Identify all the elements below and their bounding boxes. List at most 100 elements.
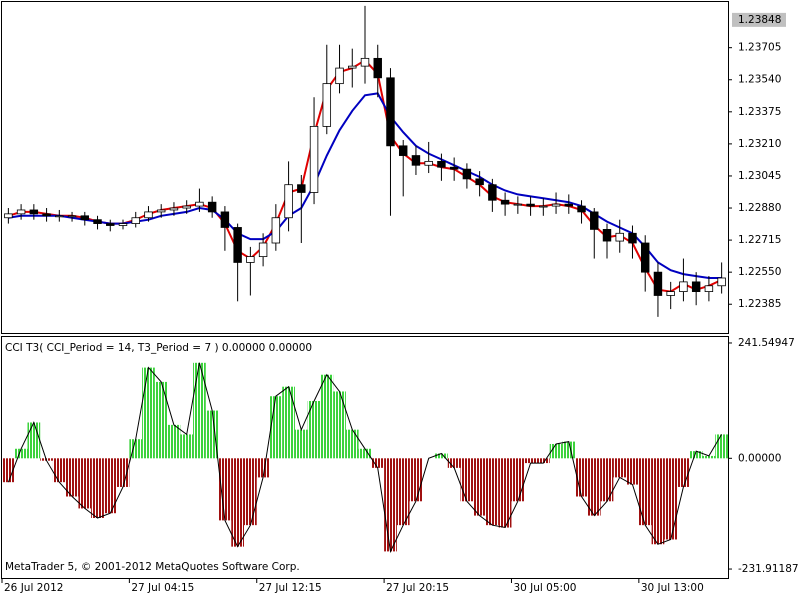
histogram-bar <box>371 458 385 468</box>
candle-body <box>271 217 281 244</box>
histogram-bar <box>677 458 690 487</box>
candle-body <box>297 184 306 193</box>
histogram-bar <box>664 458 678 540</box>
histogram-bar <box>205 410 219 459</box>
histogram-bar <box>78 458 92 509</box>
candle-body <box>475 178 484 186</box>
candle-body <box>220 211 230 228</box>
x-tick-label: 27 Jul 12:15 <box>259 582 322 594</box>
candle-body <box>602 229 612 242</box>
candle-body <box>16 209 26 215</box>
y-tick-label: 1.23375 <box>738 106 781 118</box>
histogram-bar <box>447 458 461 468</box>
candle-body <box>666 291 675 296</box>
histogram-bar <box>244 458 257 526</box>
histogram-bar <box>320 374 334 459</box>
last-price-box <box>732 12 786 27</box>
histogram-bar <box>65 458 79 497</box>
histogram-bar <box>575 458 588 497</box>
histogram-bar <box>384 458 397 552</box>
histogram-bar <box>2 458 15 483</box>
cci-line <box>7 362 723 554</box>
histogram-bar <box>651 458 665 545</box>
histogram-bar <box>587 458 601 516</box>
candle-body <box>386 77 395 147</box>
candle-body <box>500 199 510 205</box>
histogram-bar <box>511 458 525 502</box>
candle-body <box>258 242 268 258</box>
candle-body <box>640 242 650 273</box>
candle-body <box>360 57 370 67</box>
candle-body <box>42 213 51 217</box>
candle-body <box>207 201 217 213</box>
histogram-bar <box>626 458 639 485</box>
candle-body <box>67 215 77 218</box>
candle-body <box>195 201 204 207</box>
x-tick-label: 26 Jul 2012 <box>4 582 63 594</box>
candle-body <box>526 203 535 207</box>
histogram-bar <box>524 458 537 464</box>
histogram-bar <box>435 453 448 459</box>
histogram-bar <box>689 451 703 459</box>
histogram-bar <box>702 455 716 459</box>
candle-body <box>309 125 319 193</box>
candle-body <box>246 256 255 263</box>
candle-body <box>335 67 344 85</box>
histogram-bar <box>14 448 28 459</box>
candle-body <box>233 227 242 263</box>
candle-body <box>437 160 446 168</box>
candle-body <box>590 211 599 230</box>
y-tick-label: 1.22385 <box>738 298 781 310</box>
candle-body <box>322 83 332 127</box>
candle-body <box>398 145 408 156</box>
histogram-bar <box>103 458 117 514</box>
histogram-bar <box>562 441 576 459</box>
histogram-bar <box>256 458 270 478</box>
candle-body <box>513 203 523 206</box>
histogram-bar <box>715 434 728 459</box>
histogram-bar <box>486 458 499 526</box>
candle-body <box>704 285 714 293</box>
candle-body <box>55 215 64 218</box>
candle-body <box>691 281 701 293</box>
histogram-bar <box>180 434 194 459</box>
y-tick-label: 1.23540 <box>738 74 781 86</box>
histogram-bar <box>116 458 130 487</box>
indicator-title: CCI T3( CCI_Period = 14, T3_Period = 7 )… <box>5 342 312 354</box>
candle-body <box>564 203 574 207</box>
copyright: MetaTrader 5, © 2001-2012 MetaQuotes Sof… <box>5 561 300 573</box>
histogram-bar <box>91 458 104 518</box>
histogram-bar <box>269 396 283 459</box>
histogram-bar <box>333 391 346 459</box>
histogram-bar <box>193 362 206 459</box>
candle-body <box>106 223 115 226</box>
candle-body <box>144 211 153 219</box>
histogram-bar <box>638 458 652 526</box>
histogram-bar <box>460 458 474 502</box>
histogram-bar <box>345 429 359 459</box>
histogram-bar <box>218 458 232 521</box>
candle-body <box>284 184 293 219</box>
candle-body <box>551 203 561 207</box>
y-tick-label: 241.54947 <box>738 337 795 349</box>
histogram-bar <box>498 458 512 528</box>
histogram-bar <box>142 367 155 459</box>
y-tick-label: 1.23210 <box>738 138 781 150</box>
histogram-bar <box>600 458 614 502</box>
candle-body <box>93 219 102 224</box>
x-tick-label: 27 Jul 20:15 <box>386 582 449 594</box>
candle-body <box>131 217 140 224</box>
histogram-bar <box>473 458 486 516</box>
candle-body <box>577 205 586 213</box>
candle-body <box>424 160 433 166</box>
candle-body <box>169 207 179 211</box>
x-tick-label: 30 Jul 13:00 <box>641 582 704 594</box>
candle-body <box>348 65 357 69</box>
candle-body <box>628 232 637 244</box>
candle-body <box>488 184 497 201</box>
y-tick-label: 1.23045 <box>738 170 781 182</box>
histogram-bar <box>129 439 143 459</box>
histogram-bar <box>396 458 410 526</box>
candle-body <box>462 168 472 180</box>
